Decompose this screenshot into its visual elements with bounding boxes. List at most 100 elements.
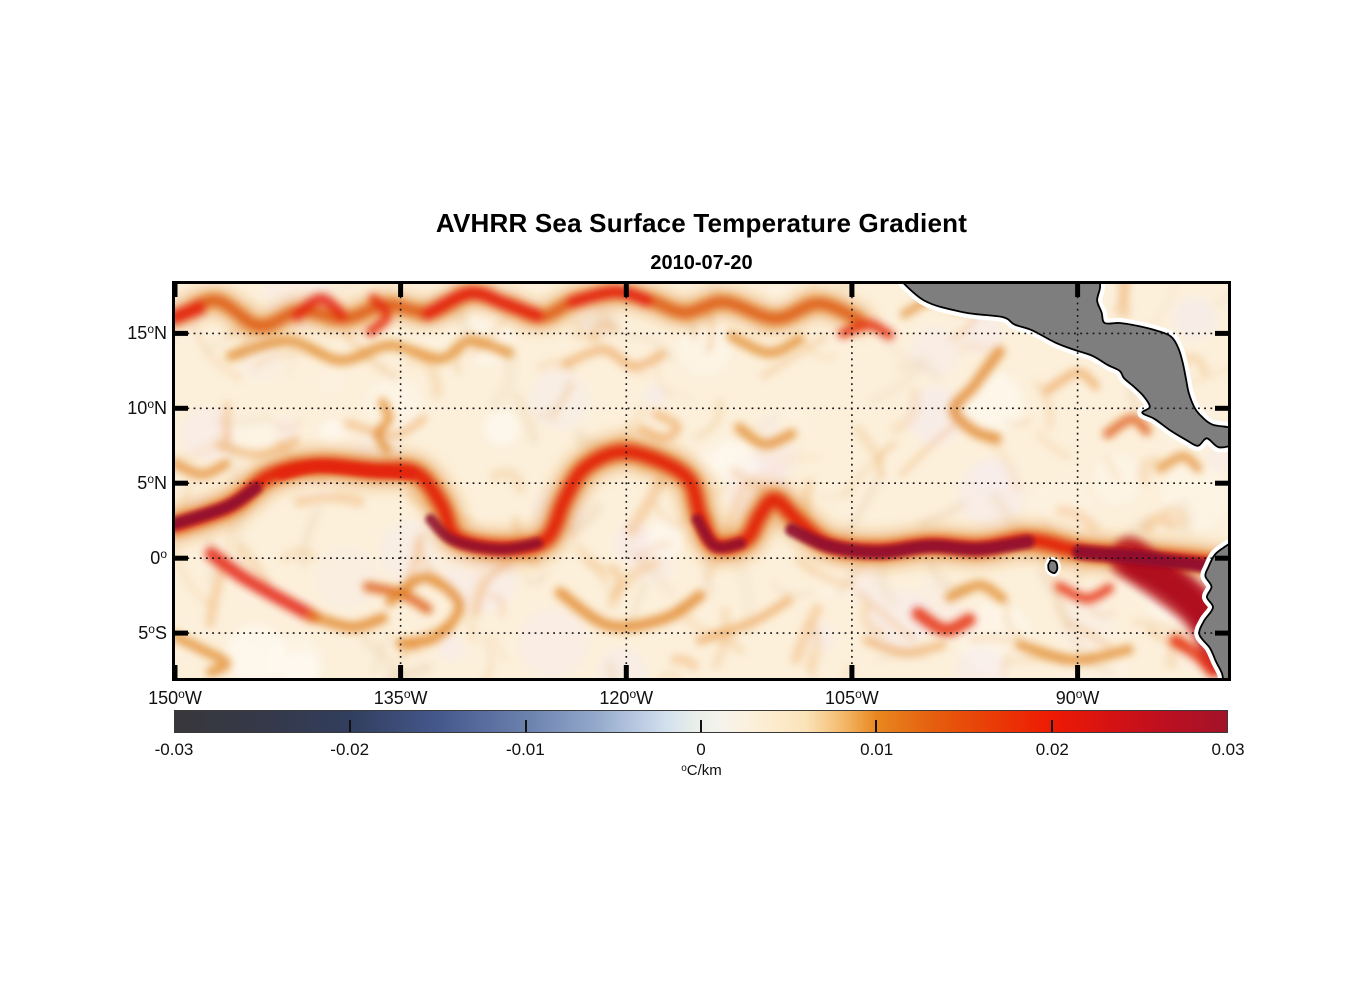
- colorbar-tick-label-0.01: 0.01: [860, 740, 894, 759]
- lon-tick-label-135W: 135oW: [373, 687, 428, 708]
- colorbar-tick-label-0: 0: [696, 740, 706, 759]
- lat-tick-label-10N: 10oN: [127, 397, 167, 419]
- sst-gradient-front: [365, 294, 393, 337]
- sst-gradient-front: [215, 436, 300, 460]
- colorbar-unit-label: oC/km: [172, 762, 1231, 779]
- tick-lat-right: [1215, 330, 1228, 336]
- tick-lon-top: [398, 284, 404, 297]
- colorbar-tick-label-0.03: 0.03: [1211, 740, 1245, 759]
- chart-date-subtitle: 2010-07-20: [650, 252, 753, 274]
- colorbar-tick: [875, 720, 878, 732]
- lat-tick-label-5S: 5oS: [138, 622, 167, 644]
- degree-symbol: o: [148, 622, 155, 637]
- sst-gradient-front: [1054, 581, 1115, 604]
- colorbar-tick: [1050, 720, 1053, 732]
- tick-lat-right: [1215, 630, 1228, 636]
- unit-text: C/km: [686, 762, 722, 779]
- tick-lon-top: [175, 284, 178, 297]
- chart-title: AVHRR Sea Surface Temperature Gradient: [435, 208, 968, 238]
- degree-symbol: o: [855, 687, 862, 701]
- sst-gradient-front: [1102, 413, 1152, 439]
- lon-tick-label-120W: 120oW: [599, 687, 654, 708]
- sst-gradient-front: [1155, 451, 1203, 473]
- sst-gradient-front: [276, 461, 417, 480]
- tick-lat-left: [175, 480, 188, 486]
- sst-gradient-front: [175, 631, 232, 677]
- tick-lat-right: [1215, 555, 1228, 561]
- sst-gradient-front: [636, 409, 682, 443]
- sst-gradient-front: [948, 345, 1005, 444]
- degree-symbol: o: [178, 687, 185, 701]
- degree-symbol: o: [160, 547, 167, 562]
- sst-gradient-front: [225, 335, 514, 366]
- sst-gradient-front: [566, 285, 654, 308]
- lon-tick-label-90W: 90oW: [1055, 687, 1100, 708]
- sst-gradient-front: [175, 300, 207, 324]
- colorbar-tick: [700, 720, 702, 732]
- tick-lon-top: [849, 284, 855, 297]
- tick-lat-left: [175, 405, 188, 411]
- tick-lat-right: [1215, 405, 1228, 411]
- sst-gradient-front: [343, 414, 428, 440]
- sst-gradient-front: [862, 636, 947, 658]
- tick-lat-right: [1215, 480, 1228, 486]
- sst-gradient-front: [291, 293, 348, 321]
- sst-gradient-front: [175, 481, 263, 530]
- degree-symbol: o: [147, 322, 154, 337]
- colorbar-tick-label--0.01: -0.01: [505, 740, 545, 759]
- sst-gradient-front: [734, 422, 797, 450]
- degree-symbol: o: [629, 687, 637, 701]
- sst-gradient-front: [785, 523, 1035, 559]
- south-america-landmass: [1198, 543, 1228, 678]
- map-content: [175, 284, 1228, 678]
- tick-lon-bottom: [1075, 665, 1081, 678]
- sst-gradient-front: [554, 587, 706, 633]
- degree-symbol: o: [1075, 687, 1083, 701]
- sst-gradient-front: [425, 513, 543, 555]
- sst-gradient-front: [421, 286, 544, 322]
- lat-tick-label-5N: 5oN: [137, 472, 167, 494]
- sst-gradient-front: [373, 397, 394, 455]
- degree-symbol: o: [403, 687, 411, 701]
- land-layer: [897, 284, 1228, 678]
- colorbar-tick-label--0.02: -0.02: [330, 740, 370, 759]
- colorbar-tick: [349, 720, 352, 732]
- sst-gradient-front: [561, 345, 667, 371]
- lat-tick-label-0: 0o: [150, 547, 167, 569]
- colorbar-tick: [524, 720, 527, 732]
- sst-gradient-front: [1015, 640, 1134, 666]
- tick-lon-bottom: [398, 665, 404, 678]
- lon-tick-label-150W: 150oW: [148, 687, 202, 708]
- tick-lat-left: [175, 330, 188, 336]
- tick-lon-bottom: [623, 665, 629, 678]
- sst-gradient-front: [944, 580, 1008, 604]
- colorbar-tick-label-0.02: 0.02: [1035, 740, 1069, 759]
- central-america-landmass: [903, 284, 1228, 449]
- colorbar-tick-label--0.03: -0.03: [154, 740, 194, 759]
- sst-gradient-front: [726, 331, 805, 358]
- lat-tick-label-15N: 15oN: [127, 322, 167, 344]
- tick-lon-bottom: [175, 665, 178, 678]
- sst-gradient-map: [175, 284, 1228, 678]
- sst-gradient-front: [911, 607, 976, 637]
- tick-lon-top: [623, 284, 629, 297]
- sst-gradient-front: [385, 572, 465, 649]
- sst-front-core-layer: [175, 461, 1228, 576]
- tick-lat-left: [175, 630, 188, 636]
- lon-tick-label-105W: 105oW: [825, 687, 879, 708]
- degree-symbol: o: [147, 472, 154, 487]
- sst-gradient-front: [837, 319, 895, 340]
- map-plot-area: [172, 281, 1231, 681]
- degree-symbol: o: [681, 763, 687, 774]
- sst-gradient-front: [175, 458, 232, 480]
- axis-ticks: [175, 284, 1228, 678]
- colorbar: [174, 710, 1228, 733]
- sst-gradient-front: [691, 513, 747, 553]
- sst-gradient-front: [695, 595, 794, 646]
- galapagos-islands-landmass: [1047, 559, 1059, 575]
- tick-lat-left: [175, 555, 188, 561]
- sst-gradient-front: [307, 611, 389, 633]
- sst-gradient-front: [204, 547, 320, 624]
- tick-lon-top: [1075, 284, 1081, 297]
